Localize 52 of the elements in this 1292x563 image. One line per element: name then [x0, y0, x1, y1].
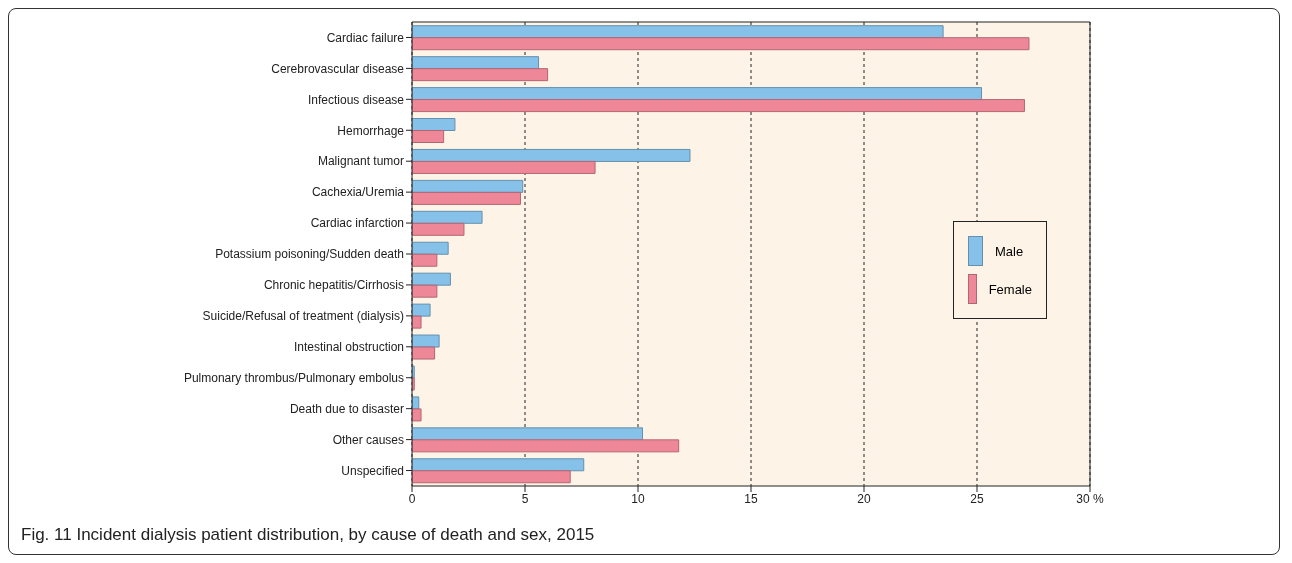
y-tick-label: Suicide/Refusal of treatment (dialysis) [202, 309, 404, 324]
bar [412, 408, 422, 422]
y-tick-label: Chronic hepatitis/Cirrhosis [263, 278, 404, 293]
y-tick-label: Infectious disease [307, 92, 405, 107]
bar [412, 99, 1025, 113]
bar [412, 130, 445, 144]
bar [412, 179, 524, 193]
x-tick-label: 10 [631, 491, 645, 506]
bar [412, 37, 1030, 51]
y-tick-label: Intestinal obstruction [293, 340, 404, 355]
legend-label: Female [988, 281, 1032, 297]
bar [412, 272, 451, 286]
bar [412, 210, 483, 224]
bar [412, 222, 465, 236]
bar [412, 334, 440, 348]
y-tick-label: Cardiac failure [326, 30, 405, 45]
x-tick-label: 5 [521, 491, 529, 506]
text: Fig. 11 Incident dialysis patient distribution, by cause of death and sex, 2015 [21, 525, 595, 544]
y-tick-label: Malignant tumor [317, 154, 404, 169]
y-tick-label: Other causes [332, 432, 404, 447]
y-tick-label: Potassium poisoning/Sudden death [215, 247, 404, 262]
bar [412, 68, 549, 82]
legend-label: Male [995, 243, 1024, 259]
y-tick-label: Cachexia/Uremia [311, 185, 405, 200]
bar [412, 148, 691, 162]
bar [412, 284, 438, 298]
bar [412, 87, 983, 101]
bar [412, 241, 449, 255]
x-tick-label: 25 [970, 491, 984, 506]
bar [412, 315, 422, 329]
x-tick-label: 30 % [1076, 491, 1104, 506]
y-tick-label: Cardiac infarction [310, 216, 404, 231]
bar [412, 303, 431, 317]
y-tick-label: Unspecified [341, 463, 404, 478]
x-tick-label: 20 [857, 491, 871, 506]
bar [412, 160, 596, 174]
y-tick-label: Hemorrhage [337, 123, 405, 138]
x-tick-label: 0 [408, 491, 416, 506]
x-tick-label: 15 [744, 491, 758, 506]
bar [412, 56, 540, 70]
bar [412, 439, 680, 453]
bar [412, 253, 438, 267]
bar [412, 346, 436, 360]
bar [412, 470, 571, 484]
bar [412, 118, 456, 132]
bar [412, 25, 944, 39]
y-tick-label: Death due to disaster [289, 401, 404, 416]
y-tick-label: Pulmonary thrombus/Pulmonary embolus [183, 370, 404, 385]
bar [412, 427, 644, 441]
bar [412, 191, 521, 205]
bar [412, 458, 585, 472]
y-tick-label: Cerebrovascular disease [271, 61, 405, 76]
